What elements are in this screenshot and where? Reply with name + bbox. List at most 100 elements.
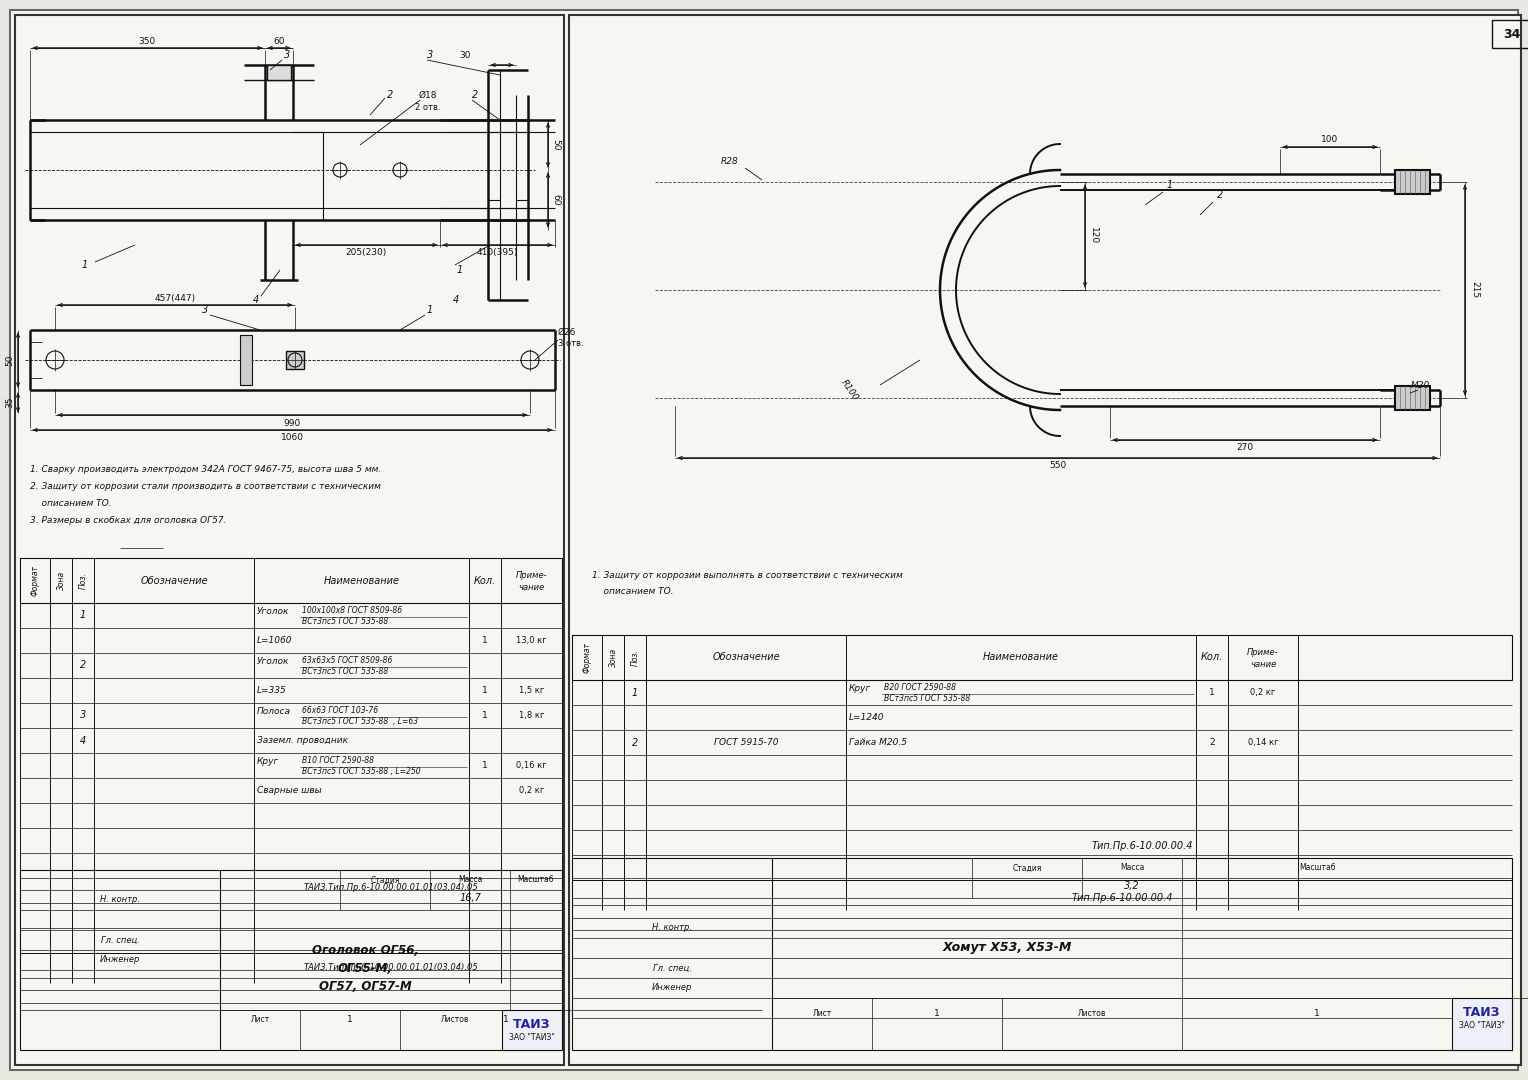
Text: Ø18: Ø18 xyxy=(419,91,437,99)
Text: 1: 1 xyxy=(457,265,463,275)
Text: Листов: Листов xyxy=(1077,1009,1106,1017)
Text: ВСт3пс5 ГОСТ 535-88 , L=250: ВСт3пс5 ГОСТ 535-88 , L=250 xyxy=(303,767,420,777)
Text: L=335: L=335 xyxy=(257,686,287,696)
Text: ВСт3пс5 ГОСТ 535-88  , L=63: ВСт3пс5 ГОСТ 535-88 , L=63 xyxy=(303,717,419,726)
Bar xyxy=(20,558,562,603)
Text: 3,2: 3,2 xyxy=(1125,881,1140,891)
Bar xyxy=(240,335,252,384)
Text: 1: 1 xyxy=(79,610,86,621)
Text: 2: 2 xyxy=(387,90,393,100)
Text: 30: 30 xyxy=(460,51,471,59)
Text: 205(230): 205(230) xyxy=(345,248,387,257)
Text: 66х63 ГОСТ 103-76: 66х63 ГОСТ 103-76 xyxy=(303,706,377,715)
Text: 35: 35 xyxy=(6,396,14,408)
Text: 350: 350 xyxy=(139,37,156,45)
Text: В20 ГОСТ 2590-88: В20 ГОСТ 2590-88 xyxy=(885,683,957,692)
Text: ТАИЗ.Тип.Пр.6-10.00.00.01.01(03,04),05: ТАИЗ.Тип.Пр.6-10.00.00.01.01(03,04),05 xyxy=(304,963,478,972)
Text: Наименование: Наименование xyxy=(324,576,399,585)
Text: ГОСТ 5915-70: ГОСТ 5915-70 xyxy=(714,738,778,747)
Text: 0,2 кг: 0,2 кг xyxy=(1250,688,1276,697)
Text: Хомут Х53, Х53-М: Хомут Х53, Х53-М xyxy=(943,942,1071,955)
Bar xyxy=(1395,386,1430,410)
Text: 410(395): 410(395) xyxy=(477,248,518,257)
Text: 2: 2 xyxy=(79,661,86,671)
Text: Сварные швы: Сварные швы xyxy=(257,786,322,795)
Text: Оголовок ОГ56,: Оголовок ОГ56, xyxy=(312,944,419,957)
Text: 1: 1 xyxy=(1167,180,1174,190)
Text: чание: чание xyxy=(518,583,544,592)
Text: 3. Размеры в скобках для оголовка ОГ57.: 3. Размеры в скобках для оголовка ОГ57. xyxy=(31,516,226,525)
Text: 4: 4 xyxy=(79,735,86,745)
Text: 1: 1 xyxy=(934,1009,940,1017)
Text: Гл. спец.: Гл. спец. xyxy=(652,963,692,972)
Text: 215: 215 xyxy=(1470,282,1479,298)
Text: Стадия: Стадия xyxy=(1013,864,1042,873)
Text: Кол.: Кол. xyxy=(474,576,497,585)
Bar xyxy=(1491,21,1528,48)
Text: Зона: Зона xyxy=(608,648,617,667)
Text: 3 отв.: 3 отв. xyxy=(558,338,584,348)
Text: Уголок: Уголок xyxy=(257,607,289,616)
Text: Круг: Круг xyxy=(257,757,280,766)
Text: 50: 50 xyxy=(552,139,561,151)
Text: Приме-: Приме- xyxy=(515,571,547,580)
Text: 100х100х8 ГОСТ 8509-86: 100х100х8 ГОСТ 8509-86 xyxy=(303,606,402,615)
Bar xyxy=(1452,998,1513,1050)
Text: Н. контр.: Н. контр. xyxy=(99,895,141,905)
Text: Полоса: Полоса xyxy=(257,707,290,716)
Bar xyxy=(20,870,562,1050)
Text: Приме-: Приме- xyxy=(1247,648,1279,657)
Text: 2: 2 xyxy=(633,738,639,747)
Text: 3: 3 xyxy=(426,50,432,60)
Text: 100: 100 xyxy=(1322,135,1339,144)
Text: 270: 270 xyxy=(1236,444,1253,453)
Text: Лист: Лист xyxy=(251,1015,269,1025)
Text: 550: 550 xyxy=(1048,461,1067,471)
Text: 1: 1 xyxy=(633,688,639,698)
Text: 60: 60 xyxy=(274,37,284,45)
Text: 1: 1 xyxy=(483,761,487,770)
Text: ТАИЗ: ТАИЗ xyxy=(513,1018,550,1031)
Text: 990: 990 xyxy=(283,418,301,428)
Text: 1. Защиту от коррозии выполнять в соответствии с техническим: 1. Защиту от коррозии выполнять в соотве… xyxy=(591,570,903,580)
Text: L=1060: L=1060 xyxy=(257,636,292,645)
Text: Кол.: Кол. xyxy=(1201,652,1222,662)
Text: 0,2 кг: 0,2 кг xyxy=(520,786,544,795)
Bar xyxy=(568,15,1520,1065)
Text: ТАИЗ.Тип.Пр.6-10.00.00.01.01(03,04),05: ТАИЗ.Тип.Пр.6-10.00.00.01.01(03,04),05 xyxy=(304,883,478,892)
Text: R28: R28 xyxy=(721,158,740,166)
Text: Масштаб: Масштаб xyxy=(518,876,555,885)
Text: Инженер: Инженер xyxy=(652,984,692,993)
Text: Заземл. проводник: Заземл. проводник xyxy=(257,735,348,745)
Text: 4: 4 xyxy=(252,295,260,305)
Text: Уголок: Уголок xyxy=(257,657,289,666)
Text: Тип.Пр.6-10.00.00.4: Тип.Пр.6-10.00.00.4 xyxy=(1091,841,1193,851)
Bar xyxy=(571,635,1513,680)
Text: 34: 34 xyxy=(1504,27,1520,40)
Text: 1: 1 xyxy=(483,711,487,720)
Text: 1. Сварку производить электродом 342А ГОСТ 9467-75, высота шва 5 мм.: 1. Сварку производить электродом 342А ГО… xyxy=(31,465,382,474)
Text: 1,8 кг: 1,8 кг xyxy=(520,711,544,720)
Text: ВСт3пс5 ГОСТ 535-88: ВСт3пс5 ГОСТ 535-88 xyxy=(885,694,970,703)
Text: описанием ТО.: описанием ТО. xyxy=(591,586,674,595)
Text: описанием ТО.: описанием ТО. xyxy=(31,499,112,508)
Text: 2 отв.: 2 отв. xyxy=(416,104,440,112)
Text: 1060: 1060 xyxy=(281,433,304,443)
Text: Гл. спец.: Гл. спец. xyxy=(101,935,139,945)
Text: 1: 1 xyxy=(83,260,89,270)
Text: Масса: Масса xyxy=(1120,864,1144,873)
Text: R100: R100 xyxy=(839,378,860,402)
Text: Тип.Пр.6-10.00.00.4: Тип.Пр.6-10.00.00.4 xyxy=(1071,893,1174,903)
Text: ВСт3пс5 ГОСТ 535-88: ВСт3пс5 ГОСТ 535-88 xyxy=(303,667,388,676)
Text: 2: 2 xyxy=(472,90,478,100)
Text: M20: M20 xyxy=(1410,381,1430,391)
Bar xyxy=(267,65,290,80)
Text: Формат: Формат xyxy=(31,565,40,596)
Text: Н. контр.: Н. контр. xyxy=(652,923,692,932)
Text: 1: 1 xyxy=(483,686,487,696)
Text: Гайка М20.5: Гайка М20.5 xyxy=(850,738,908,747)
Text: ТАИЗ: ТАИЗ xyxy=(1464,1007,1500,1020)
Text: ЗАО "ТАИЗ": ЗАО "ТАИЗ" xyxy=(1459,1022,1505,1030)
Text: 3: 3 xyxy=(202,305,208,315)
Text: 0,16 кг: 0,16 кг xyxy=(516,761,547,770)
